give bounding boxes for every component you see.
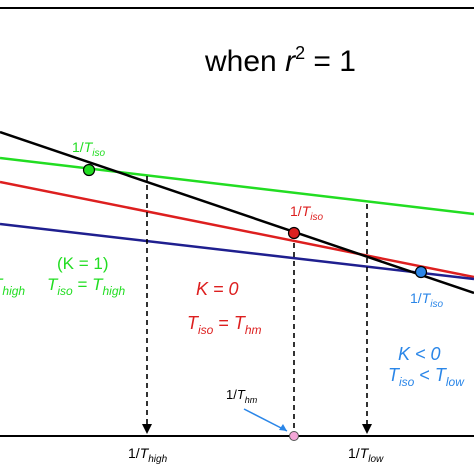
green-intersection-point: [82, 163, 96, 177]
hm-callout-arrowhead: [279, 424, 287, 431]
title: when r2 = 1: [204, 43, 356, 78]
axis-label-high: 1/Thigh: [128, 445, 168, 465]
blue-point-label: 1/Tiso: [410, 290, 443, 310]
green-line: [0, 156, 474, 216]
green-case-condition: (K = 1): [57, 254, 109, 273]
red-intersection-point: [287, 226, 301, 240]
red-line: [0, 180, 474, 279]
green-case-relation: Tiso = Thigh: [47, 275, 126, 298]
hm-callout-arrow: [243, 408, 288, 432]
axis-label-low: 1/Tlow: [348, 445, 384, 465]
hm-axis-point: [289, 431, 299, 441]
blue-case-condition: K < 0: [398, 344, 441, 364]
red-point-label: 1/Tiso: [290, 203, 323, 223]
arrowhead-high: [142, 424, 152, 434]
green-point-label: 1/Tiso: [72, 139, 105, 159]
blue-intersection-point: [414, 265, 428, 279]
navy-line: [0, 222, 474, 281]
arrowhead-low: [362, 424, 372, 434]
blue-case-relation: Tiso < Tlow: [388, 365, 465, 389]
left-partial-label: Thigh: [0, 275, 25, 298]
red-case-condition: K = 0: [196, 279, 239, 299]
red-case-relation: Tiso = Thm: [187, 313, 262, 337]
hm-axis-label: 1/Thm: [226, 387, 258, 405]
black-line: [0, 130, 474, 295]
